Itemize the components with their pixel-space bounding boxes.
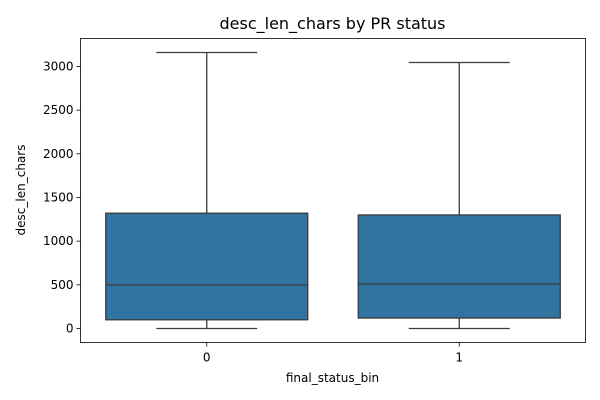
- y-tick-label: 3000: [43, 59, 74, 73]
- y-tick-label: 500: [51, 278, 74, 292]
- y-axis-label: desc_len_chars: [14, 145, 28, 236]
- box-group-0: [105, 51, 309, 330]
- chart-title: desc_len_chars by PR status: [219, 14, 445, 34]
- y-tick-label: 1000: [43, 234, 74, 248]
- box-series: [105, 51, 561, 330]
- x-tick-label: 1: [455, 351, 463, 365]
- y-tick-label: 1500: [43, 190, 74, 204]
- y-axis-ticks: 0 500 1000 1500 2000 2500 3000: [43, 59, 81, 336]
- y-tick-label: 2500: [43, 103, 74, 117]
- box-group-1: [357, 61, 561, 330]
- box-iqr: [357, 214, 561, 319]
- box-iqr: [105, 212, 309, 321]
- plot-area-frame: [80, 38, 586, 343]
- y-tick-label: 2000: [43, 147, 74, 161]
- x-tick-label: 0: [203, 351, 211, 365]
- y-tick-label: 0: [66, 322, 74, 336]
- x-axis-label: final_status_bin: [286, 371, 379, 385]
